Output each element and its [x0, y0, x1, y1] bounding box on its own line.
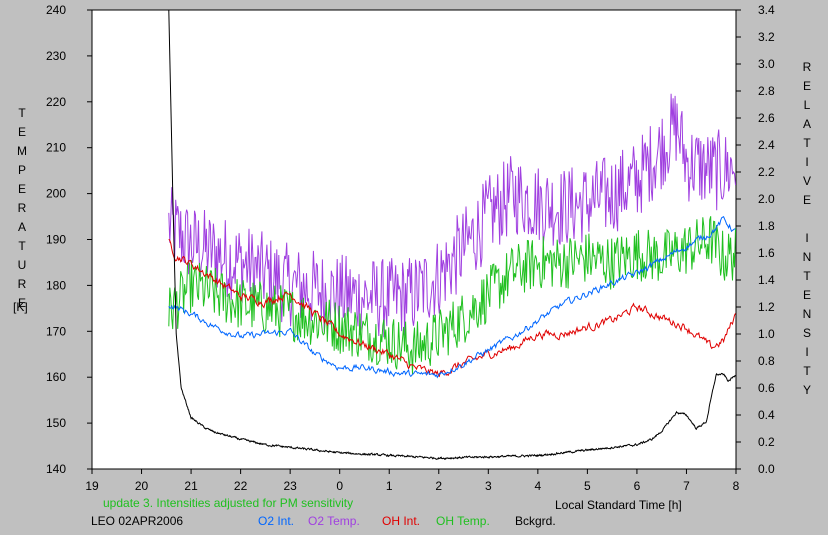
x-tick-label: 20	[135, 479, 149, 493]
y-left-tick-label: 230	[46, 49, 66, 63]
y-left-tick-label: 140	[46, 462, 66, 476]
series-line-bckgrd	[168, 9, 737, 461]
y-right-tick-label: 3.4	[758, 3, 775, 17]
y-left-tick-label: 190	[46, 233, 66, 247]
y-right-tick-label: 2.6	[758, 111, 775, 125]
legend-item-o2-temp: O2 Temp.	[308, 514, 360, 528]
y-right-tick-label: 0.6	[758, 381, 775, 395]
y-left-axis-unit: [K]	[13, 300, 28, 314]
y-right-tick-label: 2.8	[758, 84, 775, 98]
x-tick-label: 0	[336, 479, 343, 493]
plot-area	[91, 9, 737, 470]
y-left-tick-label: 220	[46, 95, 66, 109]
y-right-tick-label: 1.0	[758, 327, 775, 341]
x-tick-label: 1	[386, 479, 393, 493]
y-right-tick-label: 0.2	[758, 435, 775, 449]
x-tick-label: 3	[485, 479, 492, 493]
legend-item-oh-temp: OH Temp.	[436, 514, 490, 528]
x-tick-label: 8	[733, 479, 740, 493]
y-left-tick-label: 160	[46, 370, 66, 384]
y-right-tick-label: 0.4	[758, 408, 775, 422]
x-tick-label: 4	[535, 479, 542, 493]
legend-item-o2-int: O2 Int.	[258, 514, 295, 528]
x-tick-label: 6	[634, 479, 641, 493]
y-right-tick-label: 0.8	[758, 354, 775, 368]
series-line-o2-int	[168, 216, 736, 379]
y-right-tick-label: 1.4	[758, 273, 775, 287]
y-right-tick-label: 2.0	[758, 192, 775, 206]
y-left-tick-label: 240	[46, 3, 66, 17]
series-line-o2-temp	[168, 93, 736, 338]
y-left-tick-label: 180	[46, 278, 66, 292]
x-tick-label: 5	[584, 479, 591, 493]
legend-item-bckgrd: Bckgrd.	[515, 514, 556, 528]
x-axis-title: Local Standard Time [h]	[555, 498, 682, 512]
y-right-tick-label: 2.2	[758, 165, 775, 179]
y-right-tick-label: 2.4	[758, 138, 775, 152]
station-date: LEO 02APR2006	[91, 514, 184, 528]
y-right-axis-title: R E L A T I V E I N T E N S I T Y	[802, 60, 812, 397]
y-left-axis-title: T E M P E R A T U R E	[17, 106, 27, 310]
y-right-tick-label: 3.2	[758, 30, 775, 44]
x-tick-label: 2	[435, 479, 442, 493]
y-right-tick-label: 1.8	[758, 219, 775, 233]
legend-item-oh-int: OH Int.	[382, 514, 421, 528]
series-line-oh-int	[168, 238, 736, 378]
y-right-tick-label: 0.0	[758, 462, 775, 476]
y-left-tick-label: 200	[46, 187, 66, 201]
y-right-tick-label: 3.0	[758, 57, 775, 71]
x-tick-label: 19	[85, 479, 99, 493]
y-right-tick-label: 1.2	[758, 300, 775, 314]
y-left-tick-label: 210	[46, 141, 66, 155]
x-tick-label: 21	[184, 479, 198, 493]
y-right-tick-label: 1.6	[758, 246, 775, 260]
chart-note: update 3. Intensities adjusted for PM se…	[103, 496, 354, 510]
x-tick-label: 7	[683, 479, 690, 493]
x-tick-label: 22	[234, 479, 248, 493]
y-left-tick-label: 170	[46, 324, 66, 338]
x-tick-label: 23	[283, 479, 297, 493]
y-left-tick-label: 150	[46, 416, 66, 430]
series-line-oh-temp	[168, 216, 736, 375]
